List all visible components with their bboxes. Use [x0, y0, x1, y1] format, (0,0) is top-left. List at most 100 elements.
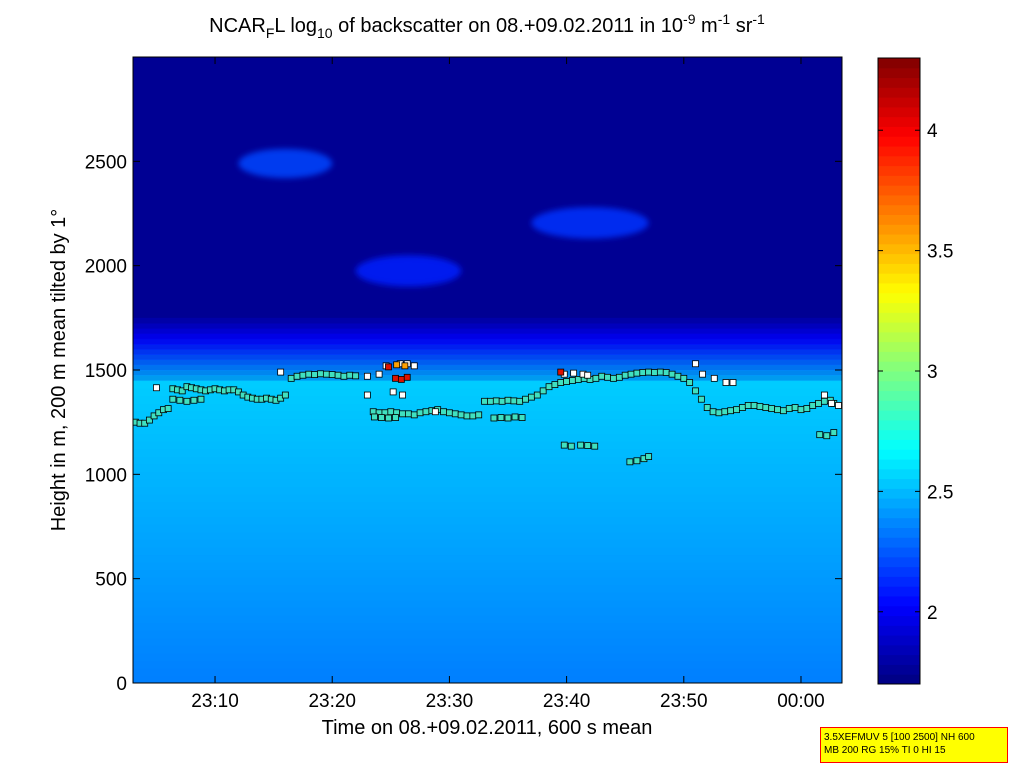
boundary-layer-band	[133, 652, 842, 661]
data-marker	[626, 458, 634, 466]
data-marker	[516, 397, 524, 405]
colorbar-segment	[878, 498, 920, 509]
colorbar-segment	[878, 537, 920, 548]
colorbar-segment	[878, 185, 920, 196]
boundary-layer-band	[133, 478, 842, 487]
boundary-layer-band	[133, 418, 842, 427]
data-marker	[305, 370, 313, 378]
colorbar-segment	[878, 439, 920, 450]
data-marker	[375, 370, 383, 378]
transition-band	[133, 349, 842, 355]
colorbar-segment	[878, 625, 920, 636]
data-marker	[791, 404, 799, 411]
data-marker	[815, 399, 822, 407]
transition-band	[133, 317, 842, 324]
y-tick-label: 2000	[85, 257, 127, 278]
data-marker	[197, 395, 205, 403]
colorbar-segment	[878, 380, 920, 392]
colorbar-segment	[878, 165, 920, 176]
data-marker	[604, 373, 612, 381]
colorbar-segment	[878, 576, 920, 587]
boundary-layer-band	[133, 486, 842, 495]
colorbar-segment	[878, 67, 920, 79]
data-marker	[492, 397, 500, 405]
y-tick-label: 1000	[85, 465, 127, 486]
transition-band	[133, 359, 842, 366]
data-marker	[176, 396, 184, 404]
colorbar-segment	[878, 615, 920, 626]
data-marker	[697, 395, 705, 403]
data-marker	[399, 410, 406, 418]
data-marker	[281, 391, 289, 399]
data-marker	[785, 405, 793, 413]
data-marker	[621, 371, 629, 379]
colorbar-segment	[878, 214, 920, 225]
data-marker	[481, 397, 488, 405]
data-marker	[557, 368, 565, 376]
data-marker	[738, 404, 746, 411]
info-line-2: MB 200 RG 15% TI 0 HI 15	[824, 745, 946, 756]
data-marker	[615, 373, 623, 381]
x-tick-label: 23:30	[426, 691, 474, 712]
colorbar-segment	[878, 371, 920, 382]
colorbar-segment	[878, 146, 920, 157]
data-marker	[317, 370, 324, 378]
colorbar-segment	[878, 674, 920, 685]
colorbar-segment	[878, 58, 920, 69]
data-marker	[828, 399, 835, 407]
colorbar-segment	[878, 302, 920, 313]
y-axis-label: Height in m, 200 m mean tilted by 1°	[48, 209, 70, 532]
data-marker	[780, 407, 787, 415]
data-marker	[293, 372, 301, 380]
x-tick-label: 23:10	[191, 691, 239, 712]
boundary-layer-band	[133, 561, 842, 571]
data-marker	[721, 408, 729, 416]
data-marker	[277, 368, 285, 376]
boundary-layer-band	[133, 599, 842, 608]
boundary-layer-band	[133, 403, 842, 412]
data-marker	[397, 375, 405, 383]
colorbar	[878, 58, 920, 685]
colorbar-segment	[878, 654, 920, 665]
boundary-layer-band	[133, 440, 842, 450]
boundary-layer-band	[133, 380, 842, 389]
colorbar-ticks: 2 2.5 3 3.5 4	[878, 121, 953, 624]
transition-band	[133, 343, 842, 350]
info-line-1: 3.5XEFMUV 5 [100 2500] NH 600	[824, 732, 975, 743]
colorbar-segment	[878, 586, 920, 597]
colorbar-segment	[878, 547, 920, 558]
data-marker	[440, 408, 447, 416]
colorbar-segment	[878, 97, 920, 108]
x-tick-label: 23:50	[660, 691, 708, 712]
transition-band	[133, 354, 842, 361]
boundary-layer-band	[133, 584, 842, 593]
data-marker	[692, 360, 699, 368]
colorbar-segment	[878, 292, 920, 304]
colorbar-tick-label: 4	[927, 121, 938, 142]
colorbar-segment	[878, 664, 920, 675]
data-marker	[768, 405, 776, 413]
data-marker	[610, 374, 617, 382]
data-marker	[504, 396, 512, 404]
data-marker	[668, 370, 676, 378]
data-marker	[699, 370, 706, 378]
data-marker	[674, 372, 682, 380]
data-marker	[363, 372, 371, 380]
data-marker	[446, 409, 453, 417]
data-marker	[404, 410, 412, 418]
colorbar-segment	[878, 449, 920, 460]
chart-title: NCARFL log10 of backscatter on 08.+09.02…	[209, 11, 765, 41]
colorbar-segment	[878, 273, 920, 284]
colorbar-segment	[878, 322, 920, 333]
boundary-layer-band	[133, 471, 842, 480]
colorbar-segment	[878, 263, 920, 274]
boundary-layer-band	[133, 592, 842, 601]
info-box: 3.5XEFMUV 5 [100 2500] NH 600 MB 200 RG …	[820, 727, 1008, 763]
data-marker	[533, 391, 541, 399]
boundary-layer-band	[133, 524, 842, 533]
colorbar-segment	[878, 517, 920, 528]
heatmap-cloud-features	[238, 148, 649, 287]
boundary-layer-band	[133, 660, 842, 669]
y-tick-label: 0	[116, 674, 127, 695]
